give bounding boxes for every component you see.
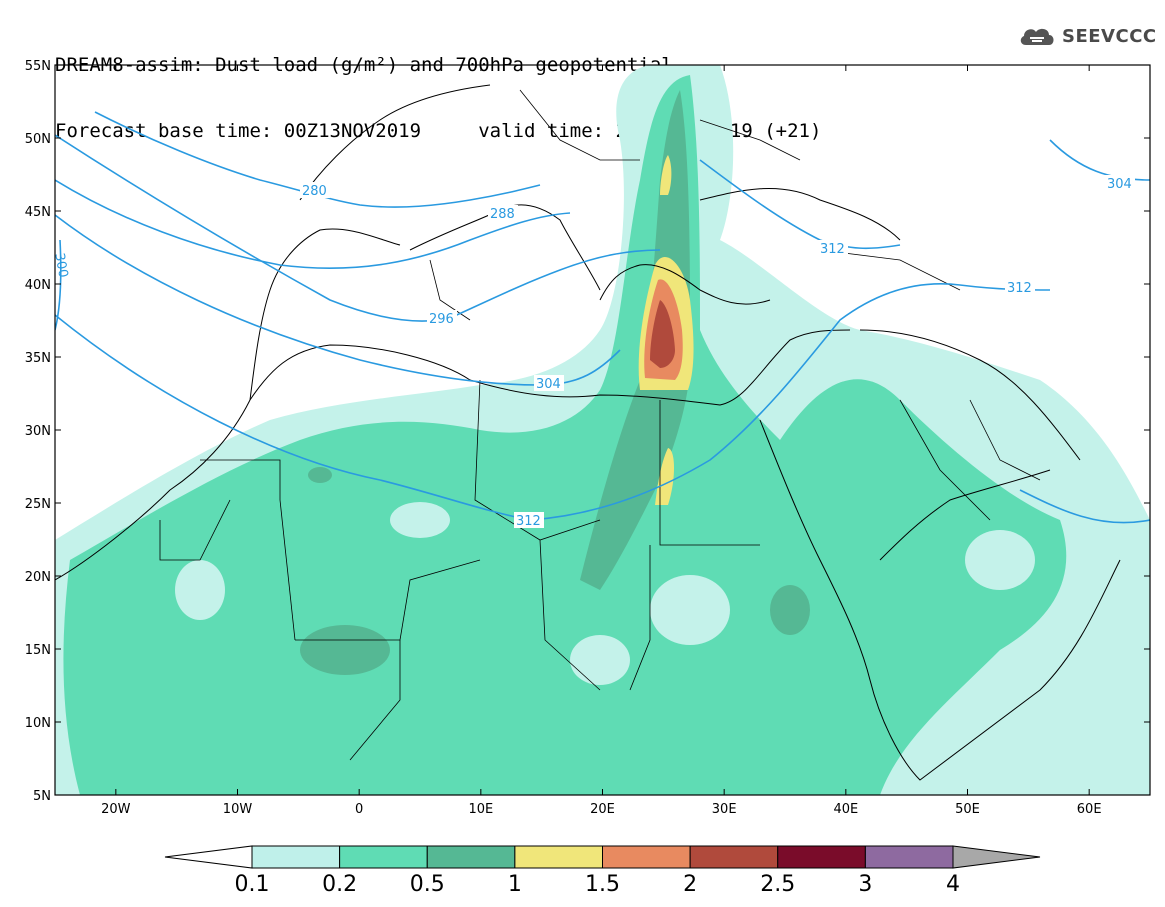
- colorbar-swatch: [514, 845, 603, 869]
- lat-tick-label: 20N: [25, 570, 51, 585]
- colorbar-swatch: [777, 845, 866, 869]
- lat-tick-label: 40N: [25, 278, 51, 293]
- dust-hole: [175, 560, 225, 620]
- contour-label: 280: [302, 184, 327, 199]
- contour-label: 300: [51, 252, 70, 279]
- dust-region-red: [650, 300, 675, 368]
- contour-312: [55, 282, 1051, 521]
- lon-tick-label: 0: [355, 802, 363, 817]
- dust-hole: [570, 635, 630, 685]
- lat-tick-label: 55N: [25, 59, 51, 74]
- colorbar: [164, 845, 1041, 869]
- contour-label: 312: [820, 242, 845, 257]
- contour-304-west: [55, 214, 621, 386]
- contour-312-east: [1019, 489, 1150, 524]
- contour-296: [55, 134, 661, 322]
- logo-text: SEEVCCC: [1062, 25, 1157, 47]
- contour-labels: 280 288 296 304 312 312 312 304 300: [51, 175, 1135, 529]
- lon-tick-label: 50E: [955, 802, 980, 817]
- lon-tick-label: 20W: [101, 802, 131, 817]
- colorbar-label: 4: [946, 872, 960, 897]
- colorbar-label: 0.1: [234, 872, 270, 897]
- contour-label: 312: [516, 514, 541, 529]
- latitude-axis: 55N 50N 45N 40N 35N 30N 25N 20N 15N 10N 5N: [25, 59, 1150, 804]
- colorbar-label: 0.5: [409, 872, 445, 897]
- contour-280: [94, 111, 541, 208]
- lat-tick-label: 25N: [25, 497, 51, 512]
- contour-312-north: [699, 159, 901, 250]
- lat-tick-label: 45N: [25, 205, 51, 220]
- colorbar-swatch: [602, 845, 691, 869]
- colorbar-label: 2.5: [760, 872, 796, 897]
- colorbar-high-triangle: [952, 845, 1041, 869]
- contour-label: 304: [1107, 177, 1132, 192]
- lat-tick-label: 50N: [25, 132, 51, 147]
- dust-hole: [650, 575, 730, 645]
- contour-label: 288: [490, 207, 515, 222]
- lon-tick-label: 10E: [468, 802, 493, 817]
- colorbar-label: 3: [858, 872, 873, 897]
- seevccc-logo: SEEVCCC: [1018, 24, 1157, 48]
- contour-288: [55, 179, 571, 269]
- lat-tick-label: 10N: [25, 716, 51, 731]
- lat-tick-label: 30N: [25, 424, 51, 439]
- coastlines: [55, 84, 1121, 781]
- lat-tick-label: 15N: [25, 643, 51, 658]
- geopotential-contours: [55, 111, 1150, 524]
- contour-304-east: [1049, 139, 1150, 181]
- dust-region-mid: [63, 75, 1067, 795]
- colorbar-swatch: [864, 845, 954, 869]
- lon-tick-label: 10W: [223, 802, 253, 817]
- dust-hole: [390, 502, 450, 538]
- contour-label: 296: [429, 312, 454, 327]
- contour-label: 312: [1007, 281, 1032, 296]
- colorbar-label: 0.2: [322, 872, 358, 897]
- dust-hole: [965, 530, 1035, 590]
- contour-300: [55, 239, 62, 331]
- lon-tick-label: 30E: [712, 802, 737, 817]
- colorbar-swatch: [339, 845, 428, 869]
- contour-label: 304: [536, 377, 561, 392]
- colorbar-label: 2: [683, 872, 698, 897]
- dust-patch-dark: [300, 625, 390, 675]
- colorbar-swatch: [689, 845, 779, 869]
- lat-tick-label: 5N: [33, 789, 51, 804]
- colorbar-swatch: [251, 845, 341, 869]
- borders: [159, 89, 1041, 761]
- dust-patch-dark: [308, 467, 332, 483]
- cloud-icon: [1020, 28, 1054, 45]
- lon-tick-label: 20E: [590, 802, 615, 817]
- dust-fields: [55, 65, 1150, 795]
- colorbar-low-triangle: [164, 845, 253, 869]
- longitude-axis: 20W 10W 0 10E 20E 30E 40E 50E 60E: [101, 65, 1102, 817]
- lon-tick-label: 40E: [833, 802, 858, 817]
- colorbar-swatch: [426, 845, 516, 869]
- colorbar-label: 1.5: [585, 872, 620, 897]
- lat-tick-label: 35N: [25, 351, 51, 366]
- dust-patch-dark: [770, 585, 810, 635]
- lon-tick-label: 60E: [1077, 802, 1102, 817]
- dust-region-yellow: [660, 155, 672, 195]
- colorbar-label: 1: [507, 872, 522, 897]
